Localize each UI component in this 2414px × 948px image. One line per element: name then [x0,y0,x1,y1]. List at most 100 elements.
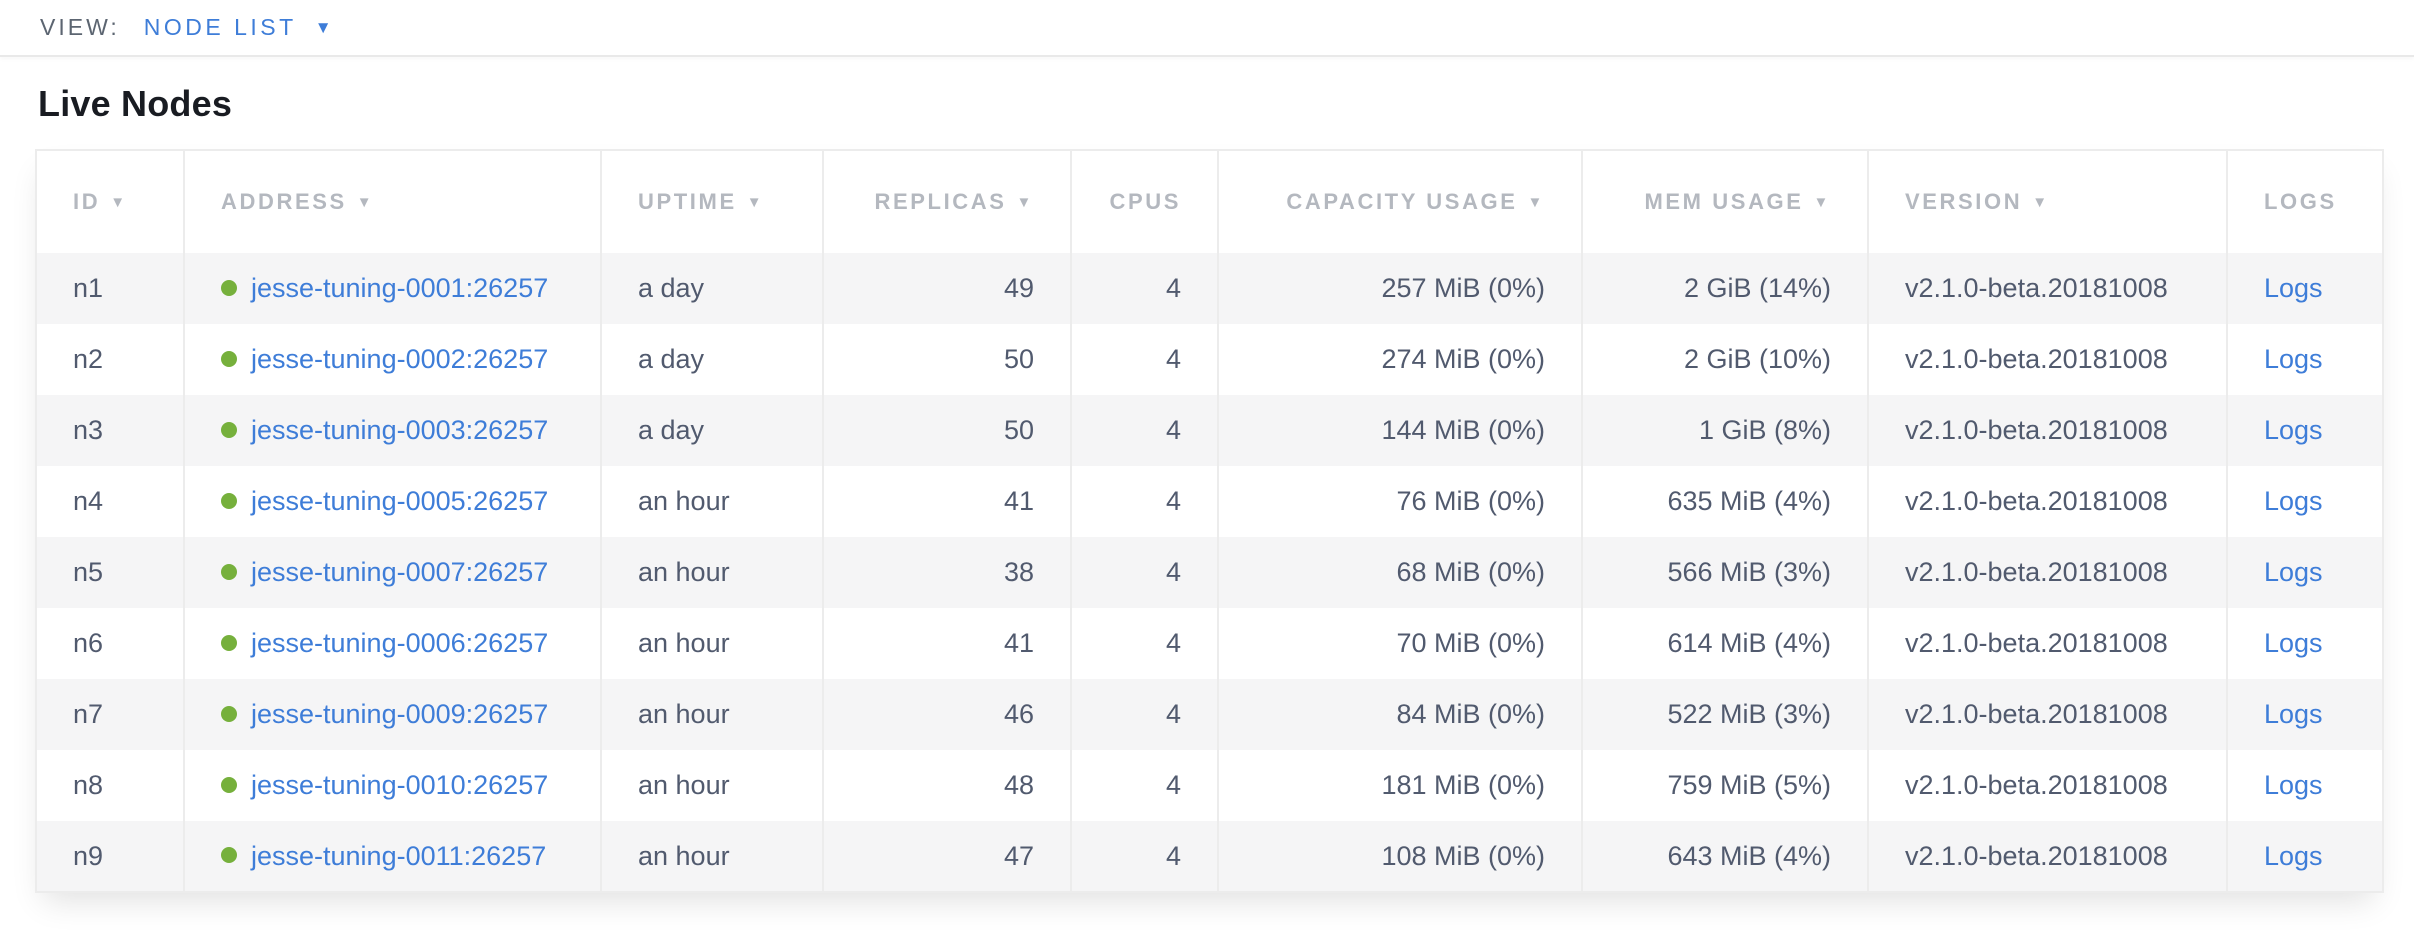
cell-version: v2.1.0-beta.20181008 [1868,821,2228,892]
cell-cpus: 4 [1071,821,1219,892]
cell-logs: Logs [2227,821,2383,892]
column-header-label: REPLICAS [874,189,1007,214]
cell-mem: 643 MiB (4%) [1582,821,1869,892]
node-address-link[interactable]: jesse-tuning-0011:26257 [251,840,547,871]
logs-link[interactable]: Logs [2264,557,2323,587]
table-row: n1 jesse-tuning-0001:26257 a day 49 4 257 MiB… [36,253,2383,324]
node-live-status-icon [221,847,237,864]
sort-desc-icon: ▼ [110,194,128,211]
cell-mem: 522 MiB (3%) [1582,679,1869,750]
column-header-uptime[interactable]: UPTIME ▼ [601,150,824,253]
cell-replicas: 50 [823,395,1072,466]
node-live-status-icon [221,421,237,438]
node-live-status-icon [221,705,237,722]
node-live-status-icon [221,279,237,296]
node-live-status-icon [221,776,237,793]
page-title: Live Nodes [38,83,233,124]
view-dropdown-value: NODE LIST [143,14,297,40]
table-body: n1 jesse-tuning-0001:26257 a day 49 4 257 MiB… [36,253,2383,892]
column-header-logs: LOGS [2227,150,2383,253]
view-label: VIEW: [40,14,120,40]
cell-version: v2.1.0-beta.20181008 [1868,324,2228,395]
column-header-replicas[interactable]: REPLICAS ▼ [823,150,1072,253]
logs-link[interactable]: Logs [2264,770,2323,800]
cell-address: jesse-tuning-0005:26257 [184,466,602,537]
cell-uptime: an hour [601,537,824,608]
cell-version: v2.1.0-beta.20181008 [1868,537,2228,608]
table-row: n9 jesse-tuning-0011:26257 an hour 47 4 108 M… [36,821,2383,892]
cell-logs: Logs [2227,324,2383,395]
column-header-label: CPUS [1109,189,1181,214]
table-row: n6 jesse-tuning-0006:26257 an hour 41 4 70 Mi… [36,608,2383,679]
node-live-status-icon [221,563,237,580]
column-header-label: ADDRESS [221,189,347,214]
column-header-version[interactable]: VERSION ▼ [1868,150,2228,253]
cell-address: jesse-tuning-0002:26257 [184,324,602,395]
cell-address: jesse-tuning-0010:26257 [184,750,602,821]
cell-capacity: 144 MiB (0%) [1218,395,1583,466]
sort-desc-icon: ▼ [2032,194,2050,211]
column-header-label: MEM USAGE [1644,189,1804,214]
node-address-link[interactable]: jesse-tuning-0002:26257 [251,344,549,374]
node-address-link[interactable]: jesse-tuning-0007:26257 [251,557,549,587]
cell-uptime: a day [601,324,824,395]
logs-link[interactable]: Logs [2264,486,2323,516]
sort-desc-icon: ▼ [746,194,765,211]
cell-replicas: 50 [823,324,1072,395]
column-header-mem[interactable]: MEM USAGE ▼ [1582,150,1869,253]
logs-link[interactable]: Logs [2264,628,2323,658]
column-header-address[interactable]: ADDRESS ▼ [184,150,602,253]
column-header-label: UPTIME [638,189,737,214]
cell-id: n6 [36,608,185,679]
column-header-cpus: CPUS [1071,150,1219,253]
cell-id: n4 [36,466,185,537]
table-header-row: ID ▼ ADDRESS ▼ UPTIME ▼ REPLICAS ▼ CPUS CAPACITY … [36,150,2383,253]
live-nodes-table: ID ▼ ADDRESS ▼ UPTIME ▼ REPLICAS ▼ CPUS CAPACITY … [35,149,2384,893]
node-address-link[interactable]: jesse-tuning-0010:26257 [251,770,549,800]
column-header-id[interactable]: ID ▼ [36,150,185,253]
view-selector-bar: VIEW: NODE LIST ▼ [0,0,2414,57]
logs-link[interactable]: Logs [2264,699,2323,729]
cell-id: n2 [36,324,185,395]
cell-mem: 635 MiB (4%) [1582,466,1869,537]
node-address-link[interactable]: jesse-tuning-0009:26257 [251,699,549,729]
cell-capacity: 68 MiB (0%) [1218,537,1583,608]
cell-logs: Logs [2227,537,2383,608]
column-header-capacity[interactable]: CAPACITY USAGE ▼ [1218,150,1583,253]
cell-cpus: 4 [1071,466,1219,537]
logs-link[interactable]: Logs [2264,415,2323,445]
node-address-link[interactable]: jesse-tuning-0005:26257 [251,486,549,516]
logs-link[interactable]: Logs [2264,344,2323,374]
cell-uptime: an hour [601,466,824,537]
cell-cpus: 4 [1071,324,1219,395]
cell-id: n9 [36,821,185,892]
cell-replicas: 49 [823,253,1072,324]
node-address-link[interactable]: jesse-tuning-0003:26257 [251,415,549,445]
node-address-link[interactable]: jesse-tuning-0001:26257 [251,273,549,303]
table-row: n5 jesse-tuning-0007:26257 an hour 38 4 68 Mi… [36,537,2383,608]
table-row: n4 jesse-tuning-0005:26257 an hour 41 4 76 Mi… [36,466,2383,537]
logs-link[interactable]: Logs [2264,273,2323,303]
cell-id: n7 [36,679,185,750]
table-row: n2 jesse-tuning-0002:26257 a day 50 4 274 MiB… [36,324,2383,395]
cell-logs: Logs [2227,750,2383,821]
cell-capacity: 70 MiB (0%) [1218,608,1583,679]
cell-capacity: 84 MiB (0%) [1218,679,1583,750]
cell-replicas: 41 [823,466,1072,537]
cell-logs: Logs [2227,253,2383,324]
cell-mem: 759 MiB (5%) [1582,750,1869,821]
cell-capacity: 257 MiB (0%) [1218,253,1583,324]
column-header-label: VERSION [1905,189,2023,214]
view-dropdown[interactable]: NODE LIST ▼ [144,14,332,41]
cell-address: jesse-tuning-0001:26257 [184,253,602,324]
cell-version: v2.1.0-beta.20181008 [1868,750,2228,821]
cell-cpus: 4 [1071,679,1219,750]
cell-cpus: 4 [1071,750,1219,821]
cell-replicas: 38 [823,537,1072,608]
cell-logs: Logs [2227,608,2383,679]
logs-link[interactable]: Logs [2264,840,2323,871]
node-address-link[interactable]: jesse-tuning-0006:26257 [251,628,549,658]
cell-cpus: 4 [1071,608,1219,679]
cell-version: v2.1.0-beta.20181008 [1868,466,2228,537]
cell-capacity: 76 MiB (0%) [1218,466,1583,537]
